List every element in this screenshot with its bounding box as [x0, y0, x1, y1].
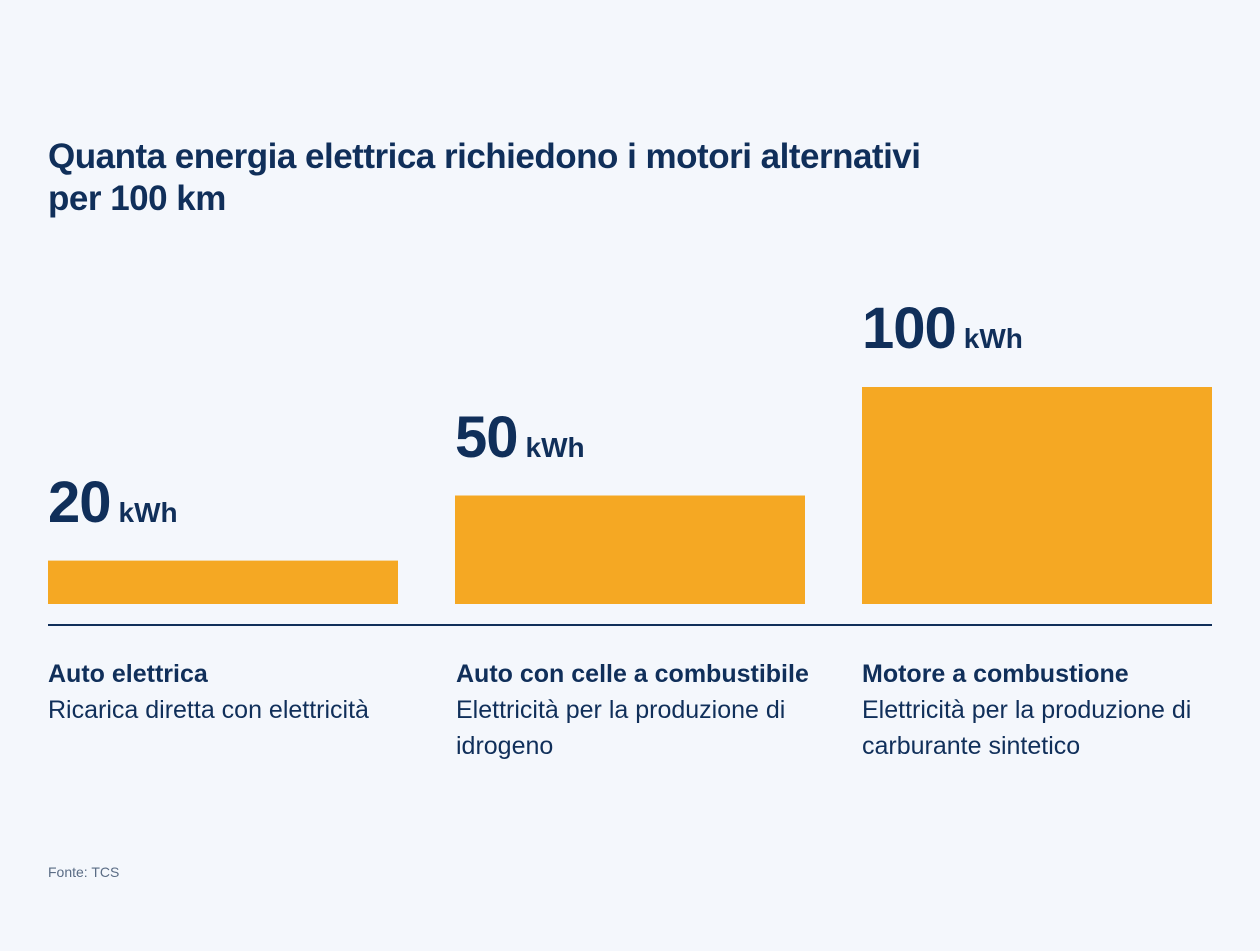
category-label-2: Motore a combustione Elettricità per la …	[862, 656, 1252, 764]
category-description: Elettricità per la produzione di carbura…	[862, 696, 1192, 760]
category-name: Motore a combustione	[862, 660, 1129, 688]
data-label-value: 50	[455, 404, 519, 470]
bar-2	[862, 387, 1212, 604]
data-label-value: 20	[48, 469, 112, 535]
category-label-0: Auto elettrica Ricarica diretta con elet…	[48, 656, 438, 728]
category-name: Auto elettrica	[48, 660, 208, 688]
data-label-unit: kWh	[525, 431, 585, 463]
bar-1	[455, 495, 805, 604]
data-label-unit: kWh	[963, 323, 1023, 354]
bar-0	[48, 560, 398, 604]
data-label-0: 20 kWh	[48, 469, 178, 536]
source-note: Fonte: TCS	[48, 864, 120, 880]
data-label-unit: kWh	[118, 496, 178, 528]
category-description: Ricarica diretta con elettricità	[48, 696, 369, 724]
chart-title: Quanta energia elettrica richiedono i mo…	[48, 137, 921, 218]
data-label-2: 100 kWh	[862, 295, 1023, 362]
category-name: Auto con celle a combustibile	[456, 660, 809, 688]
data-label-1: 50 kWh	[455, 404, 585, 471]
category-description: Elettricità per la produzione di idrogen…	[456, 696, 786, 760]
data-label-value: 100	[862, 296, 957, 361]
category-label-1: Auto con celle a combustibile Elettricit…	[456, 656, 846, 764]
